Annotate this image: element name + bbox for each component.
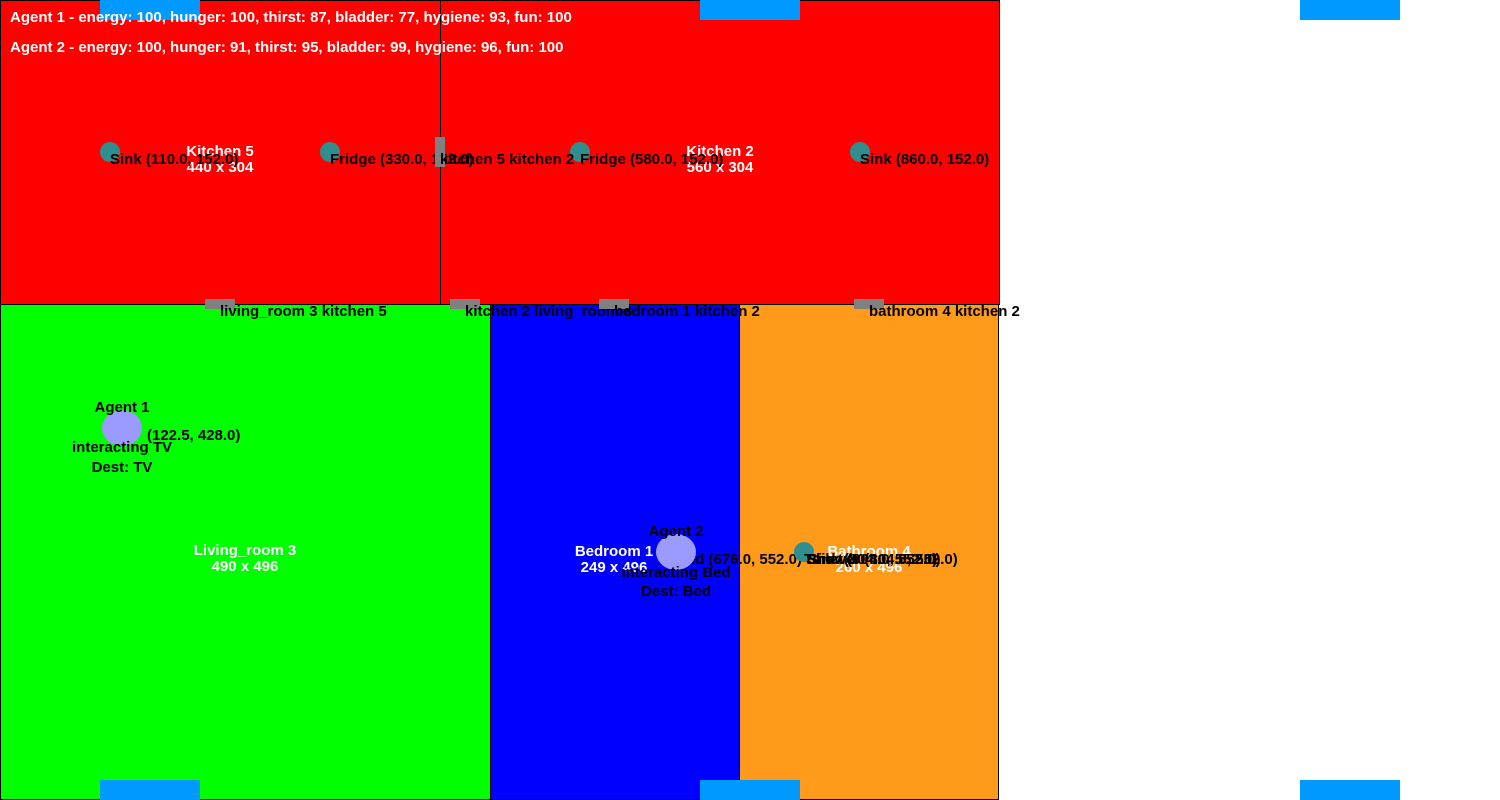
window (100, 780, 200, 800)
door-label: kitchen 2 living_room 3 (465, 303, 632, 320)
room-size: 249 x 496 (580, 559, 648, 576)
fridge-label: Fridge (580.0, 152.0) (580, 151, 724, 168)
room-name: Living_room 3 (193, 542, 297, 559)
sink-label: Sink (110.0, 152.0) (110, 151, 239, 168)
sink-label: Sink (804.0, 552.0) (808, 551, 938, 568)
agent-1-state: interacting TV (71, 439, 173, 456)
door[interactable] (854, 299, 884, 309)
room-bathroom-4 (739, 304, 999, 800)
room-label-kitchen-5: Kitchen 5 440 x 304 (186, 144, 254, 176)
door[interactable] (599, 299, 629, 309)
room-name: Kitchen 5 (186, 143, 254, 160)
room-name: Bathroom 4 (827, 543, 911, 560)
window (700, 0, 800, 20)
fridge-object[interactable] (320, 142, 340, 162)
window (700, 780, 800, 800)
agent-2-status: Agent 2 - energy: 100, hunger: 91, thirs… (10, 39, 564, 56)
room-kitchen-2 (440, 0, 1000, 305)
door[interactable] (435, 137, 445, 167)
room-label-bedroom-1: Bedroom 1 249 x 496 (575, 544, 653, 576)
sink-object[interactable] (850, 142, 870, 162)
window (1300, 0, 1400, 20)
room-label-bathroom-4: Bathroom 4 260 x 496 (827, 544, 910, 576)
bed-label: Bed (676.0, 552.0) (676, 551, 802, 568)
window (1300, 780, 1400, 800)
agent-2[interactable] (656, 534, 696, 570)
room-size: 260 x 496 (835, 559, 903, 576)
door-label: bathroom 4 kitchen 2 (869, 303, 1020, 320)
door-label: bedroom 1 kitchen 2 (614, 303, 760, 320)
toilet-label: Toilet (804.0, 552.0) (804, 551, 941, 568)
room-label-kitchen-2: Kitchen 2 560 x 304 (686, 144, 754, 176)
room-label-living-room-3: Living_room 3 490 x 496 (194, 543, 297, 575)
agent-2-destination: Dest: Bed (640, 583, 712, 600)
sink-object[interactable] (100, 142, 120, 162)
room-name: Bedroom 1 (574, 543, 654, 560)
door[interactable] (450, 299, 480, 309)
agent-1-position: (122.5, 428.0) (147, 427, 241, 444)
toilet-object[interactable] (794, 542, 814, 562)
room-size: 560 x 304 (686, 159, 754, 176)
fridge-object[interactable] (570, 142, 590, 162)
agent-1[interactable] (102, 410, 142, 446)
sink-label: Sink (860.0, 152.0) (860, 151, 990, 168)
agent-2-name: Agent 2 (648, 523, 704, 540)
shower-label: Shower (804.0, 552.0) (806, 551, 958, 568)
room-name: Kitchen 2 (686, 143, 754, 160)
room-kitchen-5 (0, 0, 441, 305)
agent-2-state: interacting Bed (621, 564, 731, 581)
agent-1-status: Agent 1 - energy: 100, hunger: 100, thir… (10, 9, 572, 26)
agent-1-name: Agent 1 (94, 399, 150, 416)
door[interactable] (205, 299, 235, 309)
room-size: 490 x 496 (211, 558, 279, 575)
room-size: 440 x 304 (186, 159, 254, 176)
door-label: kitchen 5 kitchen 2 (440, 151, 575, 168)
room-bedroom-1 (490, 304, 740, 800)
door-label: living_room 3 kitchen 5 (220, 303, 387, 320)
agent-1-destination: Dest: TV (91, 459, 153, 476)
window (100, 0, 200, 20)
